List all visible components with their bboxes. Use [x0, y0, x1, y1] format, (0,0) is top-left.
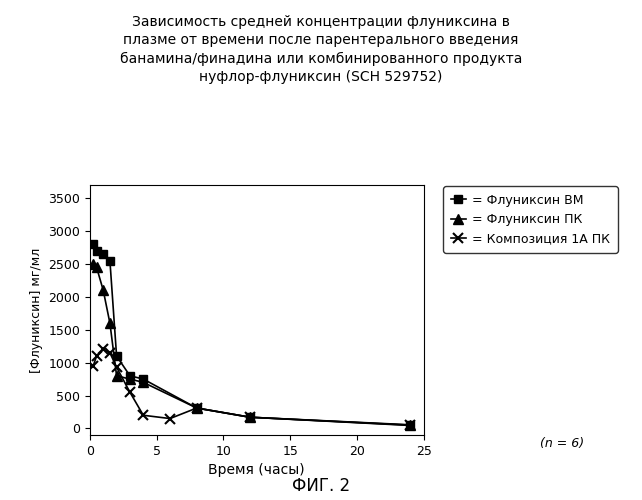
Text: ФИГ. 2: ФИГ. 2 [292, 477, 350, 495]
Text: (n = 6): (n = 6) [540, 437, 584, 450]
Legend: = Флуниксин ВМ, = Флуниксин ПК, = Композиция 1А ПК: = Флуниксин ВМ, = Флуниксин ПК, = Композ… [444, 186, 618, 253]
Y-axis label: [Флуниксин] мг/мл: [Флуниксин] мг/мл [30, 248, 43, 372]
Text: Зависимость средней концентрации флуниксина в
плазме от времени после парентерал: Зависимость средней концентрации флуникс… [120, 15, 522, 84]
X-axis label: Время (часы): Время (часы) [209, 464, 305, 477]
